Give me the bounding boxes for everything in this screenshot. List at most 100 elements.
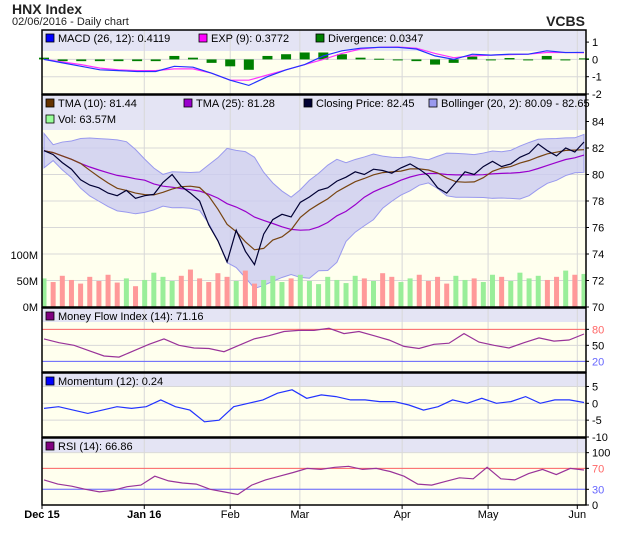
legend-label: Closing Price: 82.45 <box>316 98 414 110</box>
volume-bar <box>398 282 404 307</box>
chart-subtitle: 02/06/2016 - Daily chart <box>12 16 129 28</box>
divergence-bar <box>94 59 105 62</box>
legend-label: Divergence: 0.0347 <box>328 33 423 45</box>
momentum-ytick-label: 0 <box>592 398 598 410</box>
legend-swatch <box>315 33 325 43</box>
volume-axis-label: 100M <box>10 250 38 262</box>
divergence-bar <box>113 59 124 62</box>
volume-bar <box>68 279 74 307</box>
tma10-line <box>43 149 585 251</box>
legend-label: Money Flow Index (14): 71.16 <box>58 311 204 323</box>
rsi-legend-band <box>42 438 586 452</box>
price-ytick-label: 78 <box>592 196 604 208</box>
legend-label: Momentum (12): 0.24 <box>58 376 163 388</box>
price-frame <box>41 94 587 308</box>
momentum-ytick-label: -10 <box>592 432 608 444</box>
volume-bar <box>462 279 468 307</box>
legend-swatch <box>303 98 313 108</box>
legend-swatch <box>45 114 55 124</box>
volume-bar <box>581 273 587 307</box>
volume-bar <box>78 283 84 307</box>
legend-swatch <box>45 311 55 321</box>
rsi-ytick-label: 30 <box>592 484 604 496</box>
divergence-bar <box>523 59 534 61</box>
x-tick-label: Dec 15 <box>24 509 59 521</box>
momentum-ytick-label: 5 <box>592 381 598 393</box>
divergence-bar <box>579 58 589 60</box>
price-ytick-label: 74 <box>592 249 604 261</box>
price-ytick-label: 84 <box>592 117 604 129</box>
macd-ytick-label: -2 <box>592 89 602 101</box>
mfi-line <box>43 327 585 358</box>
divergence-bar <box>355 57 366 60</box>
volume-bar <box>169 281 175 307</box>
volume-bar <box>142 279 148 307</box>
volume-bar <box>197 278 203 307</box>
volume-bar <box>261 279 267 307</box>
volume-bar <box>389 276 395 307</box>
volume-bar <box>133 286 139 307</box>
divergence-bar <box>560 59 571 61</box>
volume-bar <box>554 276 560 307</box>
volume-bar <box>480 282 486 307</box>
mfi-ytick-label: 80 <box>592 324 604 336</box>
divergence-bar <box>243 59 254 70</box>
volume-bar <box>96 281 102 307</box>
x-tick-label: Jan 16 <box>127 509 161 521</box>
mfi-ytick-label: 20 <box>592 356 604 368</box>
volume-bar <box>334 279 340 307</box>
legend-label: Vol: 63.57M <box>58 114 116 126</box>
volume-bar <box>435 276 441 307</box>
momentum-frame <box>41 372 587 438</box>
divergence-bar <box>336 54 347 60</box>
legend-swatch <box>45 376 55 386</box>
volume-bar <box>425 281 431 307</box>
divergence-bar <box>187 57 198 60</box>
volume-bar <box>489 274 495 307</box>
volume-bar <box>343 283 349 307</box>
macd-line <box>43 46 585 87</box>
macd-frame <box>41 29 587 95</box>
divergence-bar <box>262 55 273 60</box>
divergence-bar <box>411 59 422 62</box>
macd-ytick-label: 1 <box>592 37 598 49</box>
volume-bar <box>123 278 129 307</box>
price-ytick-label: 70 <box>592 302 604 314</box>
volume-bar <box>215 273 221 307</box>
chart-title: HNX Index <box>12 1 83 17</box>
legend-swatch <box>45 98 55 108</box>
macd-ytick-label: -1 <box>592 72 602 84</box>
volume-bar <box>370 281 376 307</box>
mfi-ytick-label: 50 <box>592 340 604 352</box>
divergence-bar <box>281 54 292 60</box>
volume-bar <box>178 275 184 307</box>
volume-bar <box>87 276 93 307</box>
rsi-ytick-label: 70 <box>592 463 604 475</box>
volume-bar <box>563 270 569 307</box>
rsi-line <box>43 465 585 496</box>
divergence-bar <box>448 59 459 63</box>
x-tick-label: Apr <box>394 509 411 521</box>
brand-label: VCBS <box>546 13 585 29</box>
volume-bar <box>41 278 47 307</box>
momentum-legend-band <box>42 373 586 387</box>
legend-swatch <box>428 98 438 108</box>
x-tick-label: May <box>478 509 499 521</box>
volume-bar <box>325 276 331 307</box>
volume-bar <box>306 281 312 307</box>
legend-label: Bollinger (20, 2): 80.09 - 82.65 <box>441 98 590 110</box>
volume-bar <box>252 283 258 307</box>
volume-bar <box>105 274 111 307</box>
legend-label: MACD (26, 12): 0.4119 <box>58 33 170 45</box>
legend-label: EXP (9): 0.3772 <box>211 33 289 45</box>
legend-swatch <box>183 98 193 108</box>
volume-bar <box>160 276 166 307</box>
volume-bar <box>187 269 193 307</box>
legend-label: TMA (10): 81.44 <box>58 98 137 110</box>
macd-ytick-label: 0 <box>592 54 598 66</box>
volume-axis-label: 50M <box>17 276 38 288</box>
legend-swatch <box>198 33 208 43</box>
volume-bar <box>444 283 450 307</box>
